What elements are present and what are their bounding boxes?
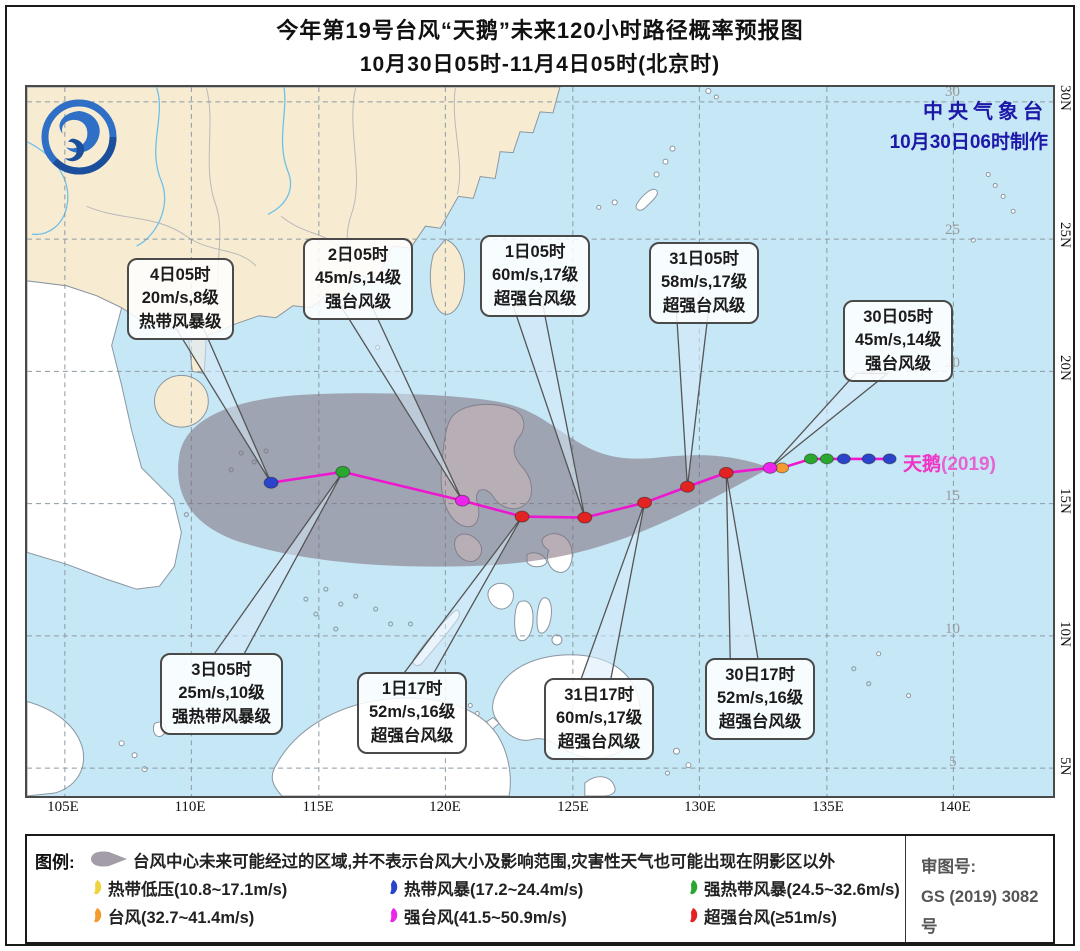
okinawa-island	[635, 188, 658, 211]
typhoon-year: (2019)	[941, 454, 996, 475]
agency-name: 中央气象台	[923, 101, 1048, 123]
inner-lat-10: 10	[945, 621, 960, 637]
typhoon-name-label: 天鹅(2019)	[903, 449, 996, 476]
super-ty-marker-icon	[690, 908, 698, 923]
callout-31d17: 31日17时 60m/s,17级 超强台风级	[544, 678, 655, 761]
legend-item-sts: 强热带风暴(24.5~32.6m/s)	[689, 876, 900, 900]
legend-cone-note: 台风中心未来可能经过的区域,并不表示台风大小及影响范围,灾害性天气也可能出现在阴…	[133, 853, 836, 871]
legend-divider	[905, 836, 906, 942]
inner-lat-25: 25	[945, 222, 960, 238]
agency-issue-time: 10月30日06时制作	[889, 132, 1048, 153]
forecast-map: 中央气象台 10月30日06时制作 天鹅(2019) 30 25 20 15 1…	[25, 85, 1055, 798]
ty-marker-icon	[94, 908, 102, 923]
sty-marker-icon	[390, 908, 398, 923]
page-title: 今年第19号台风“天鹅”未来120小时路径概率预报图	[276, 18, 804, 43]
longitude-axis: 105E 110E 115E 120E 125E 130E 135E 140E	[47, 799, 971, 815]
legend-item-td: 热带低压(10.8~17.1m/s)	[93, 876, 287, 900]
agency-stamp: 中央气象台 10月30日06时制作	[860, 95, 1048, 154]
inner-lat-15: 15	[945, 488, 960, 504]
indochina	[27, 280, 182, 590]
legend-item-ts: 热带风暴(17.2~24.4m/s)	[389, 876, 583, 900]
ts-marker-icon	[390, 880, 398, 895]
legend-item-sty: 强台风(41.5~50.9m/s)	[389, 904, 567, 928]
callout-4d05: 4日05时 20m/s,8级 热带风暴级	[127, 258, 234, 341]
sts-marker-icon	[690, 880, 698, 895]
typhoon-name: 天鹅	[903, 454, 942, 475]
inner-lat-30: 30	[945, 85, 960, 100]
cma-logo	[35, 93, 123, 186]
probability-cone	[178, 393, 771, 567]
callout-31d05: 31日05时 58m/s,17级 超强台风级	[649, 242, 760, 325]
page-subtitle: 10月30日05时-11月4日05时(北京时)	[359, 53, 721, 76]
hainan-island	[154, 374, 209, 428]
map-license: 审图号: GS (2019) 3082号	[921, 852, 1053, 942]
callout-leaders	[173, 305, 890, 681]
callout-3d05: 3日05时 25m/s,10级 强热带风暴级	[160, 653, 283, 736]
callout-30d17: 30日17时 52m/s,16级 超强台风级	[705, 658, 816, 741]
latitude-axis: 30N 25N 20N 15N 10N 5N	[1057, 85, 1073, 776]
legend-title: 图例:	[35, 853, 75, 872]
typhoon-track-points	[263, 453, 897, 524]
td-marker-icon	[94, 880, 102, 895]
legend-item-ty: 台风(32.7~41.4m/s)	[93, 904, 254, 928]
license-label: 审图号:	[921, 858, 976, 876]
taiwan-island	[429, 238, 465, 315]
callout-1d05: 1日05时 60m/s,17级 超强台风级	[480, 235, 591, 318]
callout-2d05: 2日05时 45m/s,14级 强台风级	[303, 238, 414, 321]
legend-box: 图例: 台风中心未来可能经过的区域,并不表示台风大小及影响范围,灾害性天气也可能…	[25, 834, 1055, 944]
inner-lat-5: 5	[949, 754, 957, 770]
cone-legend-icon	[89, 849, 129, 874]
callout-1d17: 1日17时 52m/s,16级 超强台风级	[357, 672, 468, 755]
legend-item-super-ty: 超强台风(≥51m/s)	[689, 904, 837, 928]
license-number: GS (2019) 3082号	[921, 888, 1039, 936]
callout-30d05: 30日05时 45m/s,14级 强台风级	[843, 300, 954, 383]
